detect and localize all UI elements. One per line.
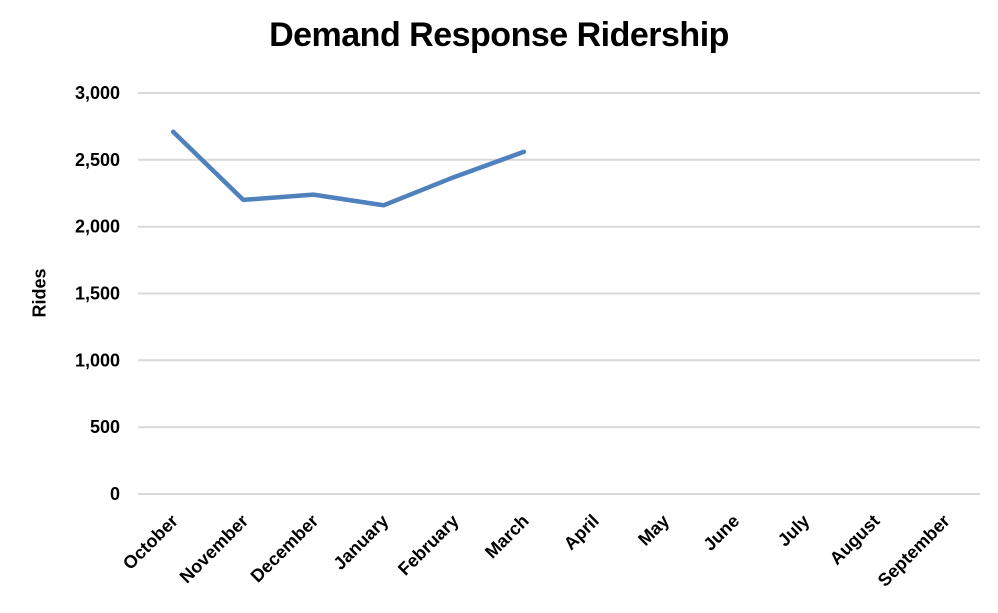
y-axis-tick-label: 3,000 bbox=[75, 83, 120, 103]
x-axis-tick-label: September bbox=[874, 511, 954, 591]
series-line-rides bbox=[170, 129, 527, 208]
x-axis-tick-label: August bbox=[826, 511, 884, 569]
x-axis-tick-label: December bbox=[247, 511, 323, 587]
y-axis-tick-label: 0 bbox=[110, 484, 120, 504]
y-axis-tick-label: 2,500 bbox=[75, 150, 120, 170]
chart-title: Demand Response Ridership bbox=[269, 16, 729, 54]
x-axis-tick-label: January bbox=[329, 511, 392, 574]
y-axis-tick-label: 500 bbox=[90, 417, 120, 437]
x-axis-tick-label: June bbox=[699, 511, 743, 555]
x-axis-tick-label: April bbox=[560, 511, 603, 554]
y-axis-tick-label: 2,000 bbox=[75, 217, 120, 237]
y-axis-tick-label: 1,500 bbox=[75, 284, 120, 304]
x-axis-tick-label: November bbox=[176, 511, 252, 587]
x-axis-tick-label: February bbox=[394, 511, 463, 580]
x-axis-tick-label: March bbox=[481, 511, 533, 563]
x-axis-tick-label: July bbox=[774, 511, 814, 551]
x-axis-tick-label: October bbox=[119, 511, 182, 574]
x-axis-tick-label: May bbox=[634, 511, 673, 550]
y-axis-tick-label: 1,000 bbox=[75, 350, 120, 370]
